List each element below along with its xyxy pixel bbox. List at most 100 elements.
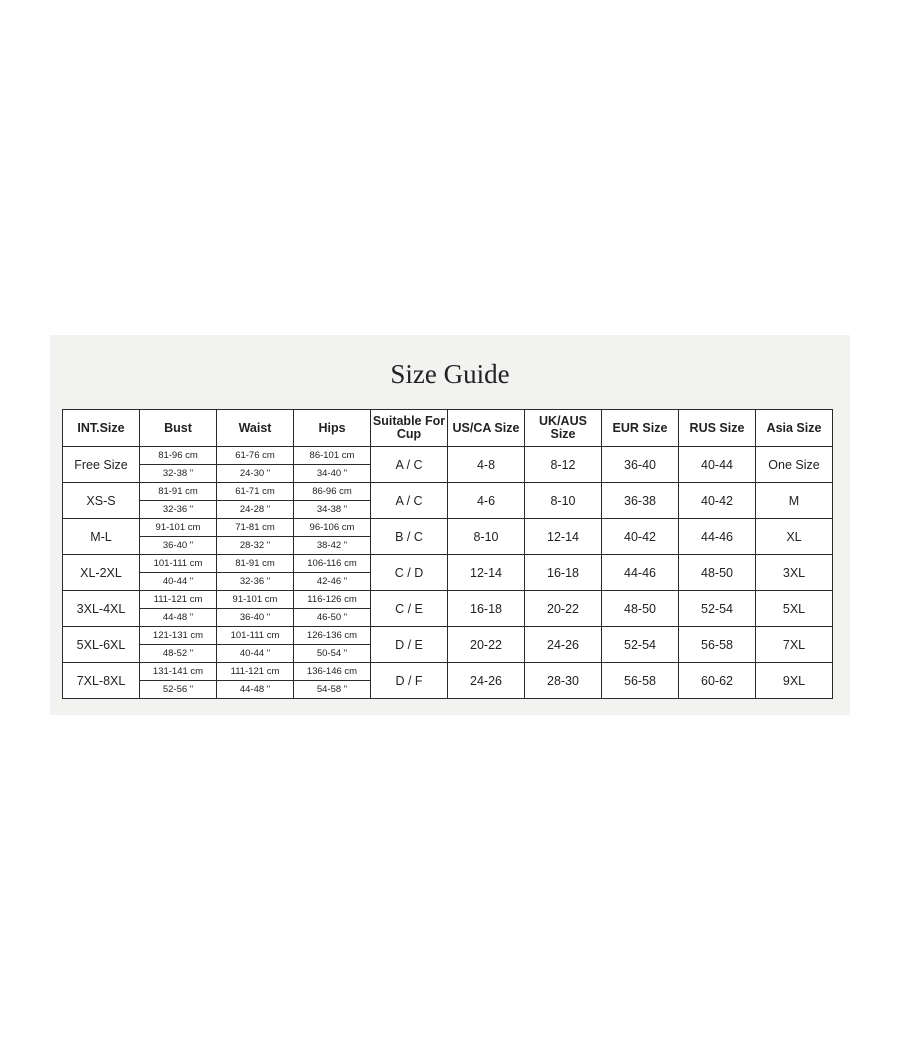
- hips-cm-cell: 86-96 cm: [293, 482, 371, 501]
- us-size-cell: 8-10: [447, 518, 525, 555]
- us-size-cell: 12-14: [447, 554, 525, 591]
- hips-in-cell: 38-42 ": [293, 536, 371, 555]
- hips-cm-cell: 86-101 cm: [293, 446, 371, 465]
- int-size-cell: XL-2XL: [62, 554, 140, 591]
- column-header: Waist: [216, 409, 294, 447]
- bust-cm-cell: 121-131 cm: [139, 626, 217, 645]
- asia-size-cell: XL: [755, 518, 833, 555]
- eur-size-cell: 40-42: [601, 518, 679, 555]
- rus-size-cell: 52-54: [678, 590, 756, 627]
- bust-in-cell: 36-40 ": [139, 536, 217, 555]
- column-header: Bust: [139, 409, 217, 447]
- uk-size-cell: 12-14: [524, 518, 602, 555]
- asia-size-cell: 5XL: [755, 590, 833, 627]
- table-row: M-L 91-101 cm 71-81 cm 96-106 cm B / C 8-10 12…: [62, 518, 833, 555]
- waist-cm-cell: 81-91 cm: [216, 554, 294, 573]
- table-row: 5XL-6XL 121-131 cm 101-111 cm 126-136 cm D /…: [62, 626, 833, 663]
- cup-cell: D / F: [370, 662, 448, 699]
- bust-in-cell: 40-44 ": [139, 572, 217, 591]
- cup-cell: A / C: [370, 446, 448, 483]
- rus-size-cell: 44-46: [678, 518, 756, 555]
- size-guide-panel: Size Guide INT.Size Bust Waist Hips Suitable…: [50, 335, 850, 715]
- eur-size-cell: 52-54: [601, 626, 679, 663]
- hips-cm-cell: 106-116 cm: [293, 554, 371, 573]
- eur-size-cell: 44-46: [601, 554, 679, 591]
- hips-cm-cell: 96-106 cm: [293, 518, 371, 537]
- us-size-cell: 4-6: [447, 482, 525, 519]
- eur-size-cell: 36-38: [601, 482, 679, 519]
- bust-cm-cell: 101-111 cm: [139, 554, 217, 573]
- hips-in-cell: 34-38 ": [293, 500, 371, 519]
- uk-size-cell: 16-18: [524, 554, 602, 591]
- hips-in-cell: 54-58 ": [293, 680, 371, 699]
- hips-in-cell: 46-50 ": [293, 608, 371, 627]
- table-row: XS-S 81-91 cm 61-71 cm 86-96 cm A / C 4-6 8-10…: [62, 482, 833, 519]
- bust-cm-cell: 91-101 cm: [139, 518, 217, 537]
- rus-size-cell: 60-62: [678, 662, 756, 699]
- waist-in-cell: 24-30 ": [216, 464, 294, 483]
- bust-in-cell: 48-52 ": [139, 644, 217, 663]
- asia-size-cell: 7XL: [755, 626, 833, 663]
- rus-size-cell: 56-58: [678, 626, 756, 663]
- waist-cm-cell: 61-71 cm: [216, 482, 294, 501]
- us-size-cell: 4-8: [447, 446, 525, 483]
- hips-in-cell: 42-46 ": [293, 572, 371, 591]
- size-table: INT.Size Bust Waist Hips Suitable For Cup US/…: [62, 409, 833, 699]
- bust-cm-cell: 111-121 cm: [139, 590, 217, 609]
- asia-size-cell: 3XL: [755, 554, 833, 591]
- cup-cell: C / E: [370, 590, 448, 627]
- table-row-inches: 52-56 " 44-48 " 54-58 ": [63, 680, 833, 699]
- column-header: Asia Size: [755, 409, 833, 447]
- waist-in-cell: 32-36 ": [216, 572, 294, 591]
- column-header: RUS Size: [678, 409, 756, 447]
- bust-cm-cell: 81-91 cm: [139, 482, 217, 501]
- waist-cm-cell: 101-111 cm: [216, 626, 294, 645]
- cup-cell: A / C: [370, 482, 448, 519]
- hips-in-cell: 50-54 ": [293, 644, 371, 663]
- waist-in-cell: 36-40 ": [216, 608, 294, 627]
- eur-size-cell: 48-50: [601, 590, 679, 627]
- int-size-cell: Free Size: [62, 446, 140, 483]
- uk-size-cell: 8-10: [524, 482, 602, 519]
- int-size-cell: 3XL-4XL: [62, 590, 140, 627]
- hips-cm-cell: 136-146 cm: [293, 662, 371, 681]
- hips-cm-cell: 126-136 cm: [293, 626, 371, 645]
- column-header: UK/AUS Size: [524, 409, 602, 447]
- waist-cm-cell: 91-101 cm: [216, 590, 294, 609]
- waist-in-cell: 28-32 ": [216, 536, 294, 555]
- asia-size-cell: One Size: [755, 446, 833, 483]
- waist-cm-cell: 111-121 cm: [216, 662, 294, 681]
- eur-size-cell: 56-58: [601, 662, 679, 699]
- bust-in-cell: 44-48 ": [139, 608, 217, 627]
- int-size-cell: M-L: [62, 518, 140, 555]
- uk-size-cell: 8-12: [524, 446, 602, 483]
- column-header: US/CA Size: [447, 409, 525, 447]
- hips-cm-cell: 116-126 cm: [293, 590, 371, 609]
- header-row: INT.Size Bust Waist Hips Suitable For Cup US/…: [62, 409, 833, 447]
- bust-in-cell: 32-38 ": [139, 464, 217, 483]
- rus-size-cell: 48-50: [678, 554, 756, 591]
- cup-cell: D / E: [370, 626, 448, 663]
- cup-cell: B / C: [370, 518, 448, 555]
- page-title: Size Guide: [390, 359, 510, 389]
- table-row-inches: 48-52 " 40-44 " 50-54 ": [63, 644, 833, 663]
- column-header: Suitable For Cup: [370, 409, 448, 447]
- uk-size-cell: 24-26: [524, 626, 602, 663]
- uk-size-cell: 28-30: [524, 662, 602, 699]
- column-header: Hips: [293, 409, 371, 447]
- waist-cm-cell: 61-76 cm: [216, 446, 294, 465]
- hips-in-cell: 34-40 ": [293, 464, 371, 483]
- waist-in-cell: 44-48 ": [216, 680, 294, 699]
- asia-size-cell: M: [755, 482, 833, 519]
- int-size-cell: XS-S: [62, 482, 140, 519]
- waist-cm-cell: 71-81 cm: [216, 518, 294, 537]
- bust-in-cell: 32-36 ": [139, 500, 217, 519]
- us-size-cell: 16-18: [447, 590, 525, 627]
- bust-cm-cell: 131-141 cm: [139, 662, 217, 681]
- cup-cell: C / D: [370, 554, 448, 591]
- table-row-inches: 36-40 " 28-32 " 38-42 ": [63, 536, 833, 555]
- bust-in-cell: 52-56 ": [139, 680, 217, 699]
- asia-size-cell: 9XL: [755, 662, 833, 699]
